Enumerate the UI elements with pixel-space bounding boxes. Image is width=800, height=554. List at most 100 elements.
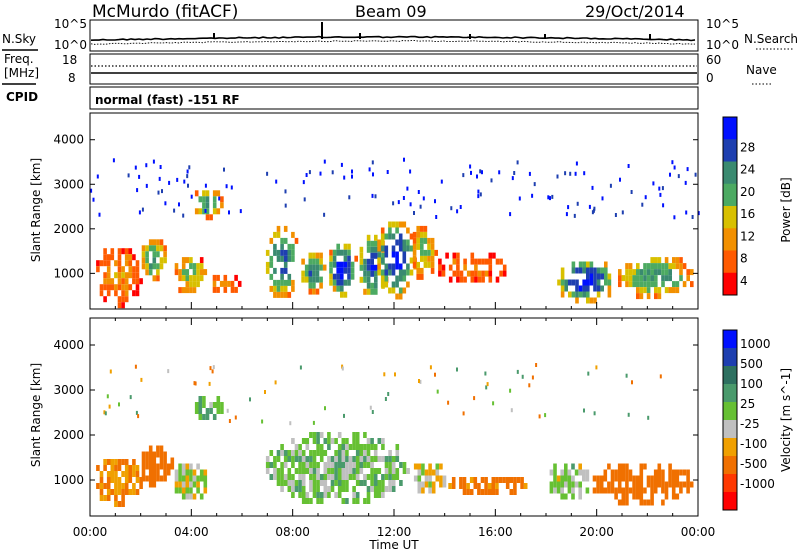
power-cell (319, 171, 322, 176)
power-cell (117, 302, 122, 309)
velocity-cell (211, 369, 214, 374)
velocity-cell (487, 489, 492, 495)
velocity-cell (650, 481, 654, 488)
velocity-cell (291, 450, 295, 456)
velocity-cell (273, 474, 277, 480)
power-cell (223, 280, 228, 287)
velocity-cell (686, 487, 690, 494)
velocity-cell (442, 475, 447, 482)
velocity-cell (319, 492, 324, 498)
power-cell (406, 245, 410, 252)
power-cell (273, 231, 277, 238)
velocity-cell (659, 374, 662, 379)
power-cell (114, 284, 118, 291)
velocity-cell (276, 468, 281, 474)
velocity-cell (121, 483, 125, 489)
colorbar-swatch (723, 402, 737, 421)
velocity-cell (221, 407, 224, 412)
power-cell (499, 258, 503, 265)
colorbar-tick-label: 12 (740, 229, 755, 243)
power-cell (312, 282, 316, 289)
velocity-cell (560, 475, 564, 482)
velocity-cell (316, 474, 320, 480)
velocity-cell (261, 419, 264, 424)
velocity-cell (280, 450, 284, 456)
power-cell (477, 258, 482, 265)
power-cell (593, 267, 597, 274)
velocity-cell (124, 477, 129, 483)
power-cell (114, 272, 118, 279)
power-cell (423, 261, 428, 268)
velocity-cell (341, 366, 344, 371)
velocity-cell (373, 474, 378, 480)
power-cell (604, 261, 608, 268)
power-cell (636, 293, 640, 300)
power-cell (294, 237, 299, 244)
power-cell (343, 261, 348, 268)
colorbar-swatch (723, 438, 737, 457)
velocity-cell (148, 463, 153, 470)
power-cell (484, 258, 489, 265)
velocity-cell (291, 480, 295, 486)
velocity-cell (203, 481, 208, 488)
power-cell (395, 293, 399, 300)
velocity-cell (289, 421, 292, 426)
velocity-cell (571, 493, 575, 500)
cpid-panel-frame (89, 86, 699, 110)
velocity-cell (621, 475, 626, 482)
velocity-cell (298, 492, 302, 498)
velocity-cell (341, 486, 346, 492)
velocity-cell (323, 486, 328, 492)
freq-tick-low: 8 (68, 71, 76, 85)
power-cell (586, 285, 590, 292)
power-cell (145, 269, 149, 276)
power-cell (601, 196, 604, 201)
velocity-cell (121, 501, 125, 507)
power-cell (690, 269, 694, 276)
velocity-cell (480, 477, 485, 483)
power-cell (186, 169, 189, 174)
velocity-cell (156, 451, 160, 458)
velocity-cell (617, 469, 622, 476)
velocity-cell (174, 481, 179, 488)
power-cell (654, 269, 658, 276)
velocity-cell (578, 487, 582, 494)
power-cell (103, 272, 107, 279)
velocity-cell (156, 475, 160, 482)
velocity-cell (487, 483, 492, 489)
power-cell (205, 208, 210, 215)
velocity-cell (178, 463, 182, 470)
power-cell (103, 260, 107, 267)
velocity-cell (345, 474, 349, 480)
power-cell (283, 285, 288, 292)
power-cell (582, 267, 586, 274)
power-cell (420, 249, 424, 256)
velocity-cell (194, 408, 199, 414)
velocity-cell (145, 475, 149, 482)
velocity-cell (459, 483, 463, 489)
power-cell (556, 174, 559, 179)
power-cell (377, 263, 381, 270)
velocity-cell (635, 481, 640, 488)
power-cell (178, 202, 180, 207)
velocity-cell (330, 438, 335, 444)
power-cell (329, 255, 333, 262)
power-cell (185, 287, 190, 294)
power-cell (308, 258, 313, 265)
velocity-cell (596, 481, 600, 488)
velocity-cell (181, 487, 186, 494)
velocity-cell (181, 475, 186, 482)
velocity-cell (625, 493, 629, 500)
power-cell (568, 291, 572, 298)
power-cell (430, 237, 435, 244)
velocity-cell (485, 385, 488, 390)
power-cell (287, 273, 292, 280)
power-cell (178, 269, 182, 276)
power-cell (646, 281, 651, 288)
power-cell (668, 269, 672, 276)
power-cell (269, 237, 274, 244)
power-cell (388, 221, 392, 228)
power-cell (576, 201, 579, 206)
velocity-cell (553, 475, 557, 482)
